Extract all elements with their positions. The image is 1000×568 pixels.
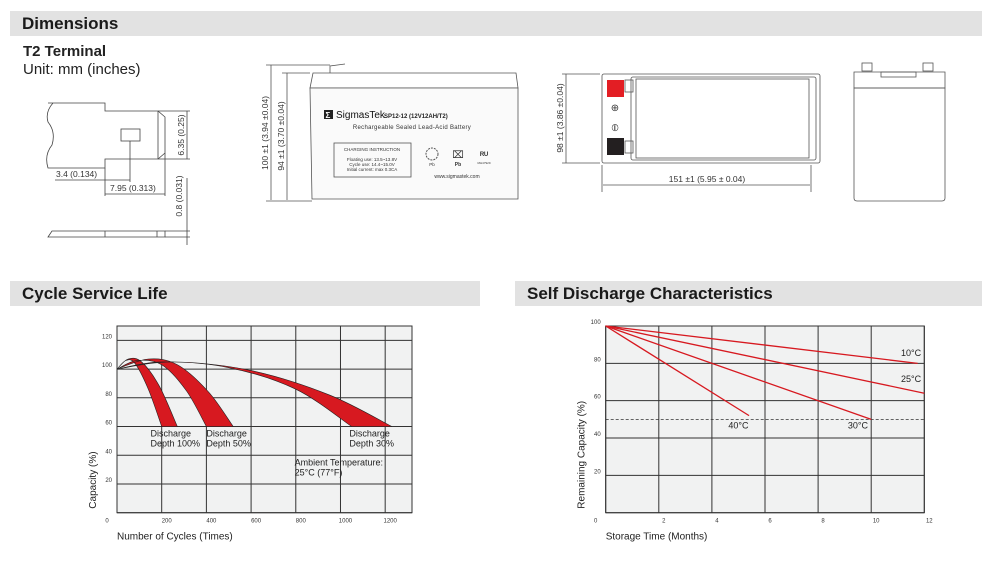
series-label: 40°C	[728, 421, 749, 431]
y-tick-label: 100	[591, 320, 602, 326]
series-label: Depth 50%	[206, 439, 251, 449]
battery-side-view	[853, 62, 946, 202]
y-axis-label: Remaining Capacity (%)	[577, 401, 588, 509]
charging-line: Cycle use: 14.4~15.0V	[349, 162, 394, 167]
x-tick-label: 2	[662, 519, 666, 525]
x-tick-label: 8	[821, 519, 825, 525]
section-header-cycle-life: Cycle Service Life	[10, 281, 480, 306]
charging-line: Floating use: 13.5~13.8V	[347, 157, 397, 162]
terminal-diagram	[46, 102, 190, 245]
waste-bin-icon: ⌧	[452, 150, 464, 161]
series-label: 10°C	[901, 348, 922, 358]
dim-terminal-a: 3.4 (0.134)	[56, 169, 97, 179]
section-header-dimensions: Dimensions	[10, 11, 982, 36]
x-tick-label: 0	[105, 519, 109, 525]
dim-width: 98 ±1 (3.86 ±0.04)	[555, 83, 565, 153]
dim-terminal-thickness: 0.8 (0.031)	[174, 175, 184, 216]
x-tick-label: 200	[162, 519, 173, 525]
dim-length: 151 ±1 (5.95 ± 0.04)	[669, 174, 746, 184]
x-tick-label: 10	[873, 519, 880, 525]
x-tick-label: 1000	[339, 519, 353, 525]
positive-terminal	[607, 80, 624, 97]
battery-front-view	[266, 63, 519, 202]
x-tick-label: 4	[715, 519, 719, 525]
dim-total-height: 100 ±1 (3.94 ±0.04)	[260, 96, 270, 170]
website: www.sigmastek.com	[434, 174, 479, 180]
x-tick-label: 600	[251, 519, 262, 525]
unit-label: Unit: mm (inches)	[23, 61, 141, 78]
battery-description: Rechargeable Sealed Lead-Acid Battery	[353, 125, 471, 131]
ambient-temperature-note: Ambient Temperature:	[295, 457, 383, 467]
series-line	[605, 325, 750, 417]
y-tick-label: 120	[102, 334, 113, 340]
y-tick-label: 40	[105, 449, 112, 455]
section-title: Dimensions	[22, 14, 119, 33]
y-tick-label: 100	[102, 363, 113, 369]
ambient-temperature-note: 25°C (77°F)	[295, 467, 343, 477]
recycle-label: Pb	[429, 162, 435, 167]
self-discharge-chart: 0 2 4 6 8 10 12 20 40 60 80 100 Storage Time (Months…	[577, 320, 934, 543]
x-tick-label: 400	[206, 519, 217, 525]
x-tick-label: 800	[296, 519, 307, 525]
charging-title: CHARGING INSTRUCTION	[344, 147, 400, 152]
cycle-service-life-chart: 0 200 400 600 800 1000 1200 20 40 60 80 100 120 Numbe…	[88, 325, 413, 543]
section-title: Self Discharge Characteristics	[527, 284, 773, 303]
y-tick-label: 80	[594, 357, 601, 363]
minus-icon: ⦶	[610, 123, 618, 134]
plus-icon: ⊕	[611, 103, 619, 114]
x-axis-label: Storage Time (Months)	[606, 532, 708, 543]
y-tick-label: 60	[594, 395, 601, 401]
y-tick-label: 20	[594, 469, 601, 475]
x-axis-label: Number of Cycles (Times)	[117, 532, 233, 543]
battery-top-view	[562, 73, 821, 192]
cycle-life-band	[116, 358, 234, 427]
series-label: 25°C	[901, 374, 922, 384]
sigma-logo-icon	[324, 110, 333, 119]
y-tick-label: 80	[105, 392, 112, 398]
cycle-life-band	[116, 357, 178, 427]
y-tick-label: 60	[105, 421, 112, 427]
x-tick-label: 0	[594, 519, 598, 525]
terminal-title: T2 Terminal	[23, 43, 107, 60]
series-line	[605, 325, 918, 364]
model-number: SP12-12 (12V12AH/T2)	[384, 114, 448, 120]
y-tick-label: 40	[594, 432, 601, 438]
dim-case-height: 94 ±1 (3.70 ±0.04)	[276, 101, 286, 171]
ul-mark-icon: ᴿᵁ	[480, 150, 488, 160]
y-axis-label: Capacity (%)	[88, 451, 99, 508]
x-tick-label: 12	[926, 519, 933, 525]
x-tick-label: 1200	[384, 519, 398, 525]
section-header-self-discharge: Self Discharge Characteristics	[515, 281, 982, 306]
svg-text:Σ: Σ	[326, 111, 331, 120]
cycle-life-band	[116, 361, 393, 427]
dim-terminal-b: 7.95 (0.313)	[110, 183, 156, 193]
section-title: Cycle Service Life	[22, 284, 168, 303]
ul-code: MH47929	[477, 161, 490, 165]
series-line	[605, 325, 925, 394]
series-label: Discharge	[206, 429, 247, 439]
series-label: Discharge	[151, 429, 192, 439]
series-line	[605, 325, 872, 420]
y-tick-label: 20	[105, 478, 112, 484]
series-label: 30°C	[848, 421, 869, 431]
negative-terminal	[607, 138, 624, 155]
brand-name: SigmasTek	[336, 110, 386, 121]
dim-terminal-height: 6.35 (0.25)	[176, 114, 186, 155]
recycle-icon	[425, 147, 439, 161]
bin-label: Pb	[455, 162, 461, 168]
series-label: Discharge	[349, 429, 390, 439]
charging-line: Initial current: max 0.3CA	[347, 167, 398, 172]
series-label: Depth 100%	[151, 439, 201, 449]
x-tick-label: 6	[768, 519, 772, 525]
series-label: Depth 30%	[349, 439, 394, 449]
